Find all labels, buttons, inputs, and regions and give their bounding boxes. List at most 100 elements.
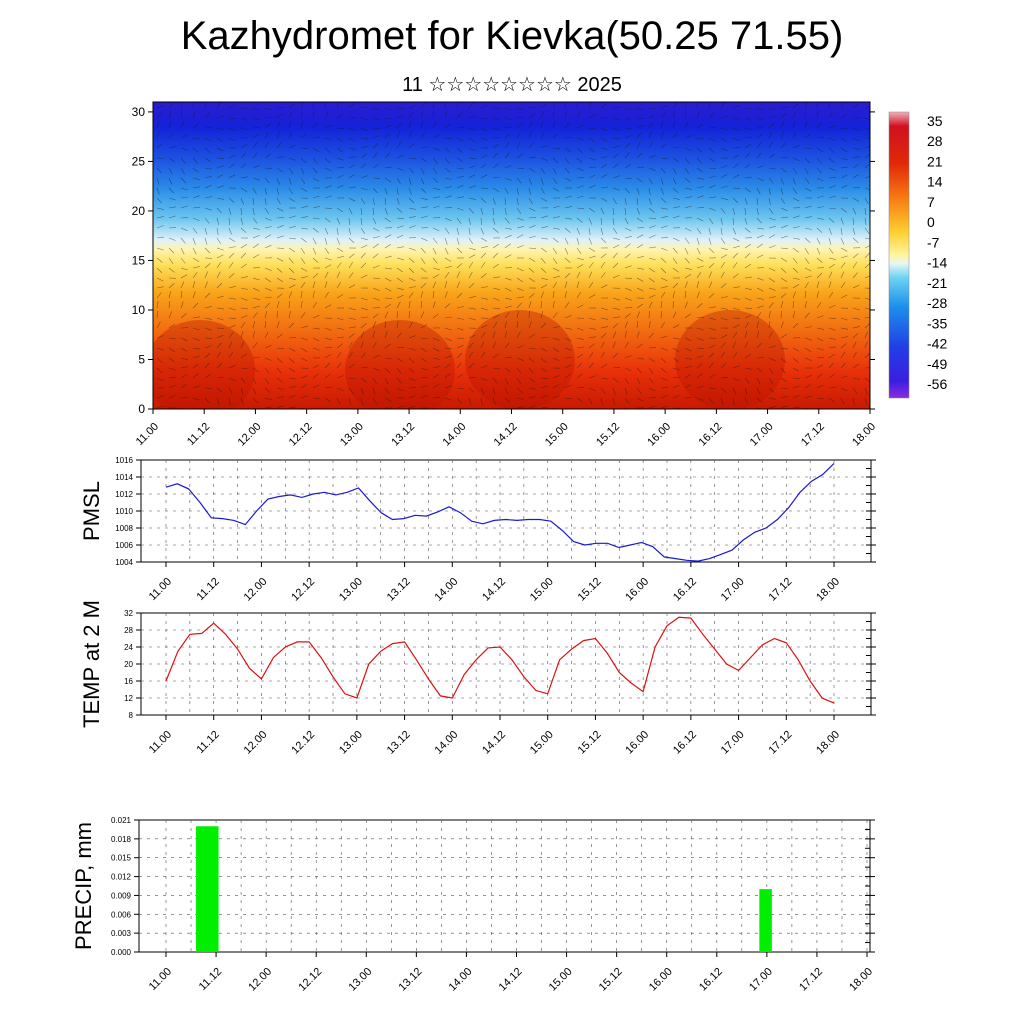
- wind-barb: [768, 226, 776, 229]
- wind-barb: [360, 262, 367, 269]
- wind-barb: [744, 397, 748, 405]
- wind-barb: [804, 216, 812, 219]
- wind-barb: [552, 384, 560, 389]
- wind-barb: [840, 387, 848, 392]
- wind-barb: [696, 355, 704, 359]
- wind-barb: [780, 106, 788, 109]
- wind-barb: [636, 187, 640, 195]
- wind-barb: [828, 247, 834, 254]
- wind-barb: [336, 137, 344, 142]
- wind-barb: [192, 385, 200, 389]
- wind-barb: [504, 165, 512, 169]
- wind-barb: [792, 311, 796, 319]
- wind-barb: [504, 267, 513, 269]
- wind-barb: [192, 195, 200, 199]
- wind-barb: [204, 271, 208, 279]
- wind-barb: [552, 347, 560, 353]
- wind-barb: [516, 397, 524, 400]
- wind-barb: [576, 271, 581, 279]
- wind-barb: [564, 136, 572, 139]
- x-tick-label: 15.12: [597, 966, 625, 994]
- wind-barb: [504, 305, 512, 309]
- wind-barb: [864, 262, 870, 269]
- wind-barb: [432, 347, 440, 352]
- wind-barb: [384, 343, 391, 349]
- y-tick-label: 0.018: [111, 835, 132, 844]
- wind-barb: [228, 352, 234, 359]
- wind-barb: [792, 103, 799, 109]
- wind-barb: [360, 197, 366, 205]
- wind-barb: [324, 237, 328, 245]
- wind-barb: [204, 387, 213, 389]
- wind-barb: [528, 347, 536, 350]
- wind-barb: [540, 215, 548, 219]
- wind-barb: [372, 265, 380, 269]
- wind-barb: [612, 237, 620, 240]
- x-tick-label: 14.12: [480, 576, 508, 604]
- wind-barb: [444, 397, 452, 401]
- wind-barb: [408, 357, 415, 364]
- wind-barb: [696, 316, 705, 319]
- wind-barb: [276, 121, 281, 129]
- wind-barb: [660, 347, 668, 351]
- wind-barb: [444, 157, 450, 164]
- wind-barb: [804, 357, 812, 361]
- wind-barb: [816, 217, 824, 220]
- wind-barb: [864, 275, 870, 279]
- wind-barb: [168, 395, 176, 399]
- wind-barb: [324, 281, 328, 289]
- wind-barb: [360, 316, 368, 319]
- wind-barb: [660, 321, 665, 329]
- wind-barb: [696, 177, 704, 180]
- wind-barb: [444, 237, 448, 245]
- wind-barb: [852, 317, 860, 320]
- wind-barb: [396, 310, 399, 319]
- wind-barb: [204, 306, 212, 309]
- wind-barb: [468, 237, 474, 245]
- wind-barb: [756, 133, 763, 139]
- wind-barb: [528, 142, 534, 149]
- wind-barb: [192, 363, 199, 369]
- wind-barb: [312, 373, 319, 379]
- wind-barb: [780, 121, 785, 129]
- wind-barb: [204, 167, 212, 170]
- wind-barb: [804, 384, 812, 389]
- wind-barb: [192, 123, 199, 129]
- wind-barb: [588, 343, 595, 349]
- wind-barb: [636, 207, 640, 215]
- wind-barb: [492, 207, 494, 216]
- wind-barb: [408, 395, 416, 399]
- wind-barb: [180, 227, 188, 231]
- wind-barb: [492, 314, 500, 319]
- wind-barb: [168, 132, 174, 139]
- colorbar-label: -14: [927, 255, 947, 271]
- wind-barb: [240, 163, 247, 169]
- wind-barb: [564, 157, 570, 164]
- wind-barb: [852, 397, 855, 405]
- wind-barb: [744, 117, 752, 121]
- wind-barb: [828, 167, 836, 171]
- wind-barb: [588, 317, 596, 321]
- wind-barb: [240, 227, 247, 233]
- wind-barb: [300, 357, 308, 362]
- wind-barb: [840, 271, 845, 279]
- wind-barb: [408, 267, 415, 274]
- wind-barb: [792, 177, 796, 185]
- wind-barb: [492, 144, 500, 149]
- wind-barb: [228, 246, 236, 249]
- wind-barb: [348, 351, 353, 359]
- wind-barb: [216, 334, 224, 339]
- wind-barb: [636, 397, 644, 402]
- wind-barb: [216, 295, 224, 299]
- wind-barb: [372, 397, 378, 405]
- wind-barb: [528, 357, 535, 363]
- wind-barb: [804, 247, 809, 255]
- wind-barb: [360, 341, 364, 349]
- wind-barb: [492, 341, 496, 349]
- wind-barb: [552, 157, 559, 164]
- wind-barb: [708, 352, 715, 359]
- wind-barb: [744, 331, 748, 339]
- wind-barb: [600, 253, 607, 259]
- wind-barb: [216, 254, 224, 259]
- wind-barb: [828, 281, 832, 289]
